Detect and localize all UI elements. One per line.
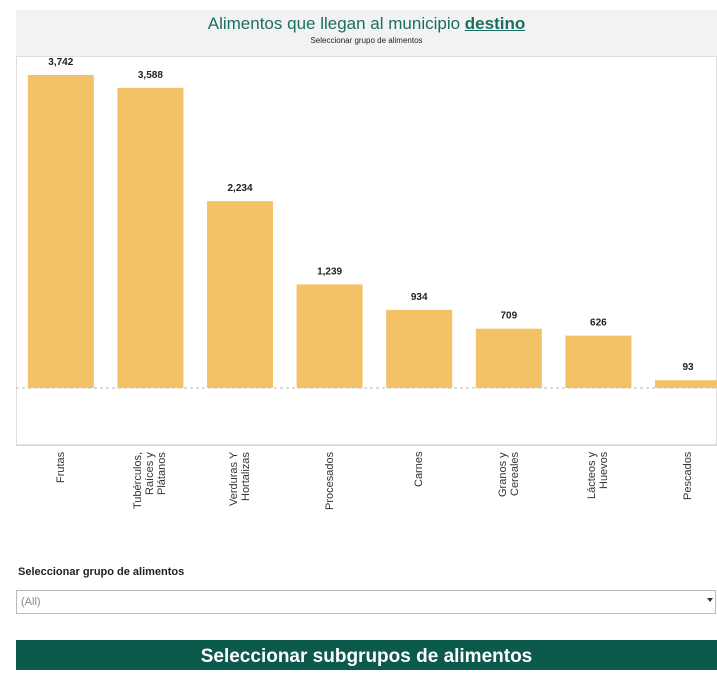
- x-tick-label: Tubérculos, Raíces y Plátanos: [132, 452, 168, 522]
- header: Alimentos que llegan al municipio destin…: [16, 10, 717, 56]
- filter-label: Seleccionar grupo de alimentos: [18, 566, 184, 578]
- title-text: Alimentos que llegan al municipio: [208, 14, 460, 33]
- banner[interactable]: Seleccionar subgrupos de alimentos: [16, 640, 717, 670]
- dropdown-value: (All): [21, 596, 41, 608]
- bar: [297, 284, 363, 388]
- x-tick-label: Procesados: [324, 452, 336, 522]
- x-tick-label: Verduras Y Hortalizas: [228, 452, 252, 522]
- chart-title: Alimentos que llegan al municipio destin…: [16, 14, 717, 34]
- data-label: 3,742: [48, 57, 73, 68]
- x-tick-label: Pescados: [682, 452, 694, 522]
- dropdown[interactable]: (All): [16, 590, 716, 614]
- data-label: 3,588: [138, 70, 163, 81]
- x-tick-label: Granos y Cereales: [497, 452, 521, 522]
- bar: [28, 75, 94, 388]
- data-label: 626: [590, 318, 607, 329]
- bar: [207, 201, 273, 388]
- x-tick-label: Carnes: [413, 452, 425, 522]
- title-highlight[interactable]: destino: [465, 14, 525, 33]
- x-tick-label: Lácteos y Huevos: [586, 452, 610, 522]
- chart-subtitle: Seleccionar grupo de alimentos: [16, 36, 717, 45]
- data-label: 934: [411, 292, 428, 303]
- data-label: 1,239: [317, 266, 342, 277]
- bar: [655, 380, 717, 388]
- bar: [386, 310, 452, 388]
- data-label: 93: [682, 362, 694, 373]
- bar: [565, 336, 631, 388]
- bar: [476, 329, 542, 388]
- page: Alimentos que llegan al municipio destin…: [0, 0, 717, 670]
- data-label: 709: [500, 311, 517, 322]
- dropdown-arrow: [707, 598, 713, 602]
- bar: [117, 88, 183, 388]
- x-tick-label: Frutas: [55, 452, 67, 522]
- data-label: 2,234: [227, 183, 252, 194]
